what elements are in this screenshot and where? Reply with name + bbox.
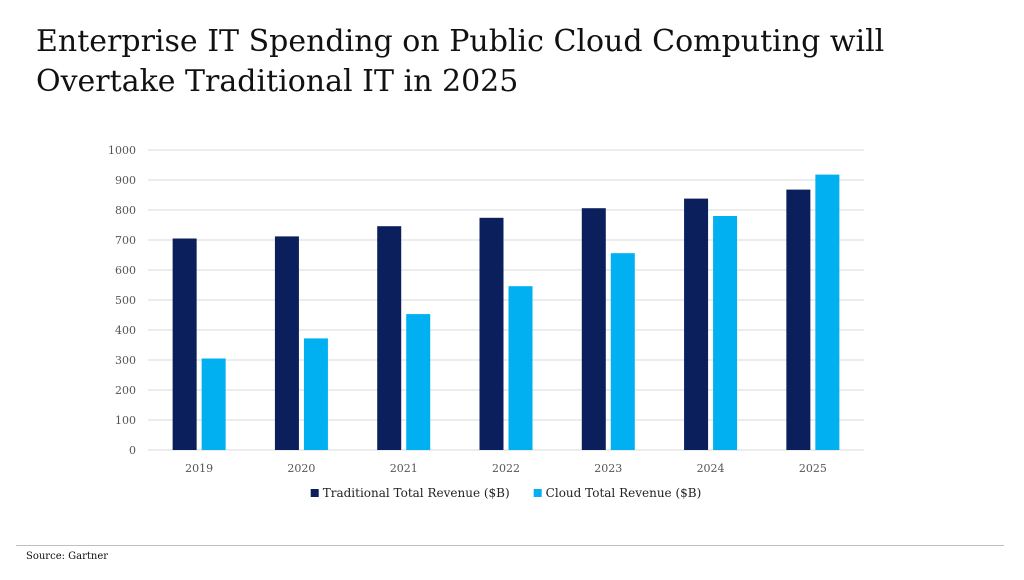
bar-traditional-2019 [172,238,197,450]
bar-traditional-2021 [377,226,402,450]
legend: Traditional Total Revenue ($B) Cloud Tot… [310,486,702,500]
y-tick-label: 600 [115,264,136,277]
bar-traditional-2022 [479,217,504,450]
y-tick-label: 1000 [108,144,136,157]
y-tick-label: 900 [115,174,136,187]
y-tick-label: 800 [115,204,136,217]
bar-cloud-2023 [610,253,635,450]
x-tick-label: 2023 [594,462,622,475]
source-note: Source: Gartner [26,551,109,562]
footer-divider [16,545,1004,546]
bar-traditional-2025 [786,189,811,450]
bar-traditional-2023 [581,208,606,450]
x-tick-label: 2020 [287,462,315,475]
bars [172,174,840,450]
x-tick-label: 2021 [390,462,418,475]
x-tick-label: 2019 [185,462,213,475]
y-tick-label: 100 [115,414,136,427]
bar-traditional-2024 [684,198,709,450]
legend-label-cloud: Cloud Total Revenue ($B) [546,486,702,500]
legend-swatch-traditional [310,489,319,497]
x-tick-label: 2024 [697,462,725,475]
bar-chart: 0 100 200 300 400 500 600 700 800 900 1000 2019 202… [108,144,864,500]
bar-cloud-2019 [201,358,226,450]
gridlines [148,149,864,451]
slide-title: Enterprise IT Spending on Public Cloud C… [36,22,996,102]
y-tick-label: 200 [115,384,136,397]
bar-cloud-2020 [303,338,328,450]
bar-cloud-2021 [406,314,431,450]
y-axis-ticks: 0 100 200 300 400 500 600 700 800 900 1000 [108,144,136,457]
title-line-2: Overtake Traditional IT in 2025 [36,64,519,99]
bar-traditional-2020 [274,236,299,450]
x-tick-label: 2022 [492,462,520,475]
y-tick-label: 300 [115,354,136,367]
legend-swatch-cloud [533,489,542,497]
y-tick-label: 500 [115,294,136,307]
x-axis-ticks: 2019 2020 2021 2022 2023 2024 2025 [185,462,827,475]
bar-cloud-2024 [713,216,738,450]
title-line-1: Enterprise IT Spending on Public Cloud C… [36,24,885,59]
y-tick-label: 700 [115,234,136,247]
bar-cloud-2025 [815,174,840,450]
legend-label-traditional: Traditional Total Revenue ($B) [323,486,510,500]
x-tick-label: 2025 [799,462,827,475]
y-tick-label: 0 [129,444,136,457]
y-tick-label: 400 [115,324,136,337]
bar-cloud-2022 [508,286,533,450]
